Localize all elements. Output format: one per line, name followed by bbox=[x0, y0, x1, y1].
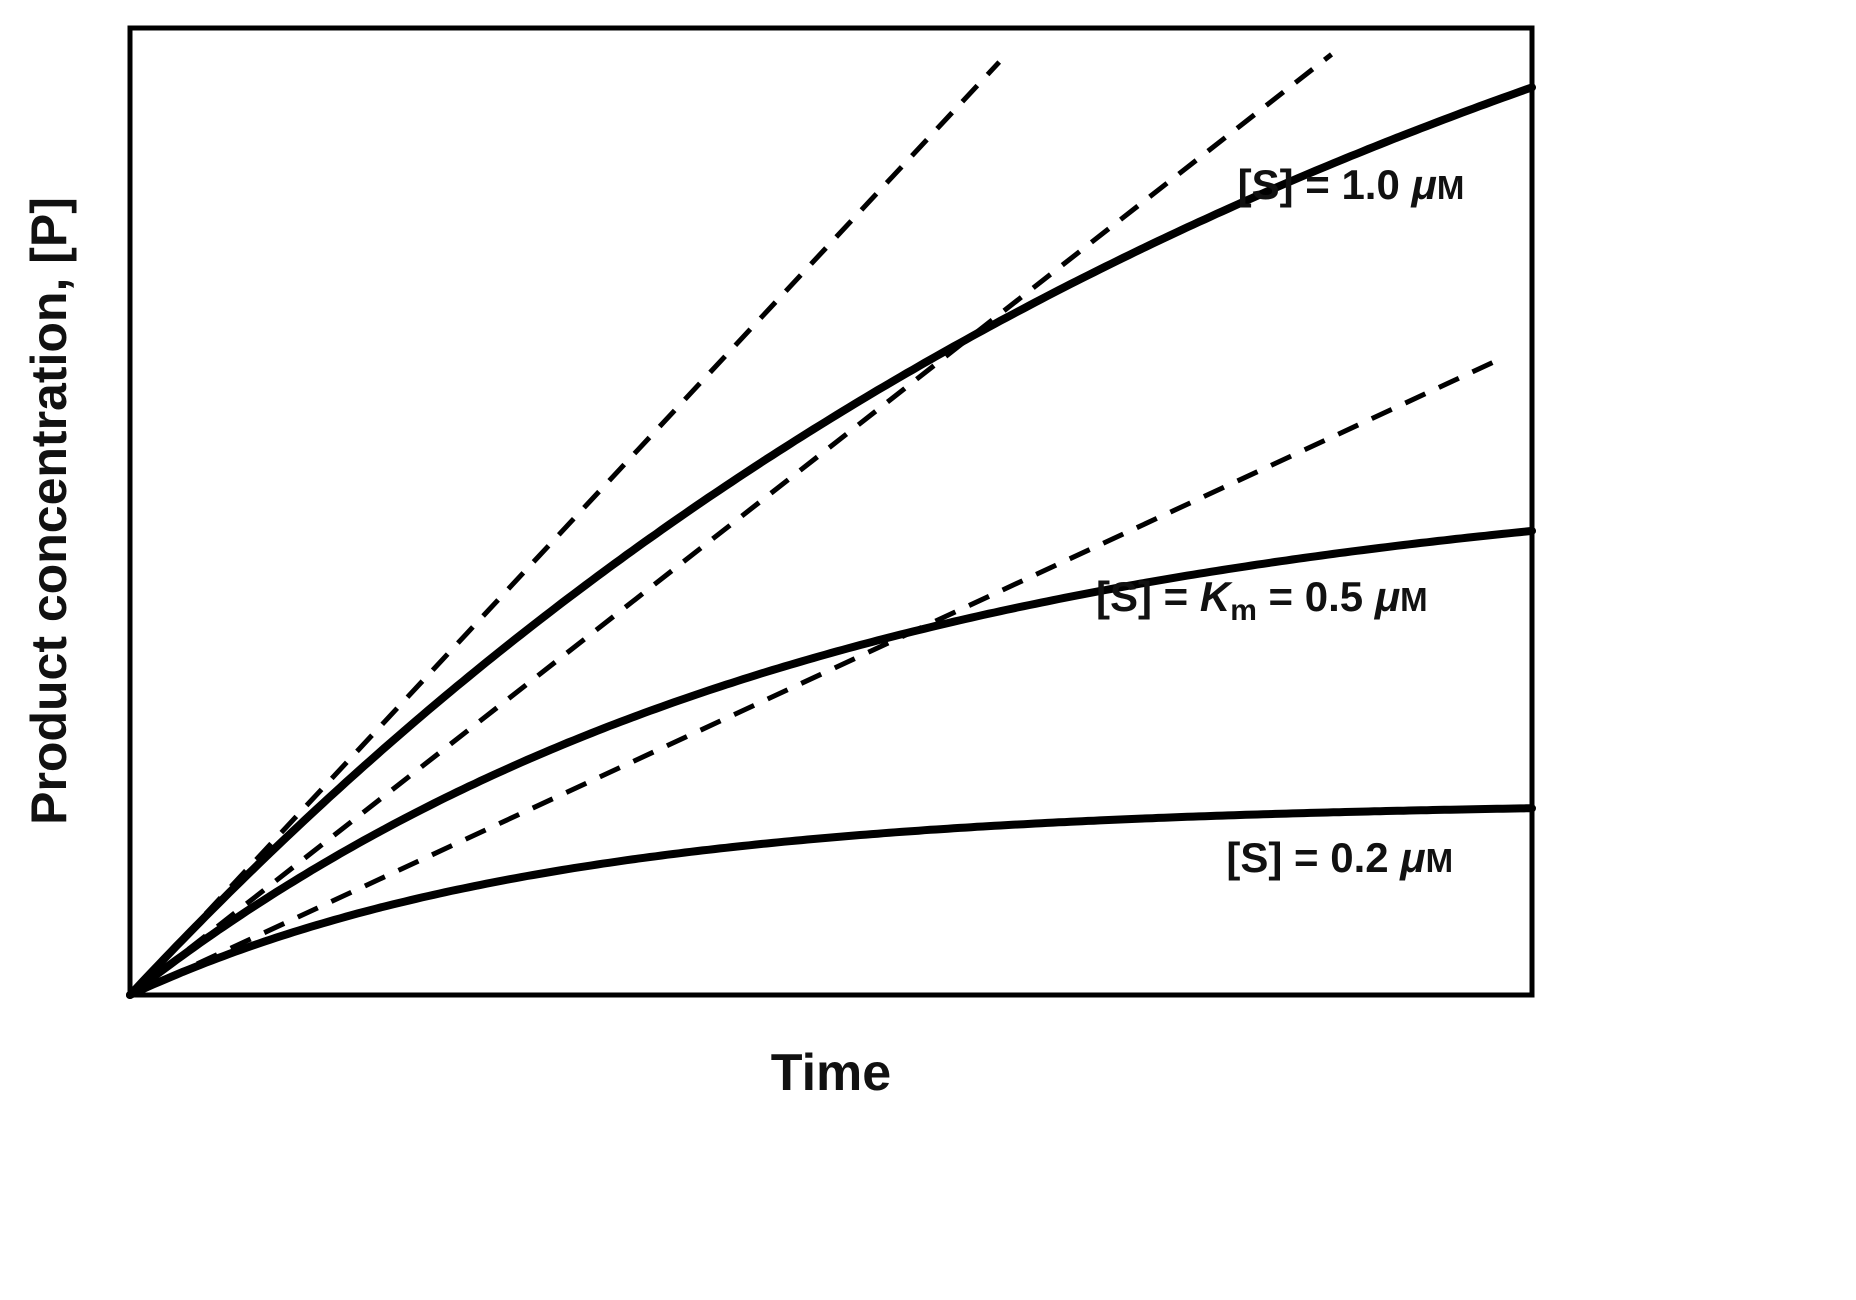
initial-rate-tangent-t1 bbox=[128, 60, 1002, 997]
progress-curve-s2 bbox=[126, 526, 1536, 999]
progress-curves-layer bbox=[126, 83, 1536, 999]
y-axis-label: Product concentration, [P] bbox=[21, 197, 77, 825]
curve-label-s2: [S] = Km = 0.5 μM bbox=[1096, 573, 1428, 627]
progress-curve-s3 bbox=[126, 804, 1536, 999]
initial-rate-tangent-t3 bbox=[128, 355, 1504, 998]
curve-label-s3: [S] = 0.2 μM bbox=[1226, 834, 1453, 881]
curve-labels-layer: [S] = 1.0 μM [S] = Km = 0.5 μM [S] = 0.2 μ… bbox=[1096, 161, 1464, 881]
initial-rate-tangent-t2 bbox=[128, 52, 1334, 997]
progress-curve-s1 bbox=[126, 83, 1536, 999]
initial-rate-tangents-layer bbox=[128, 52, 1504, 998]
x-axis-label: Time bbox=[771, 1044, 891, 1102]
curve-label-s1: [S] = 1.0 μM bbox=[1238, 161, 1465, 208]
